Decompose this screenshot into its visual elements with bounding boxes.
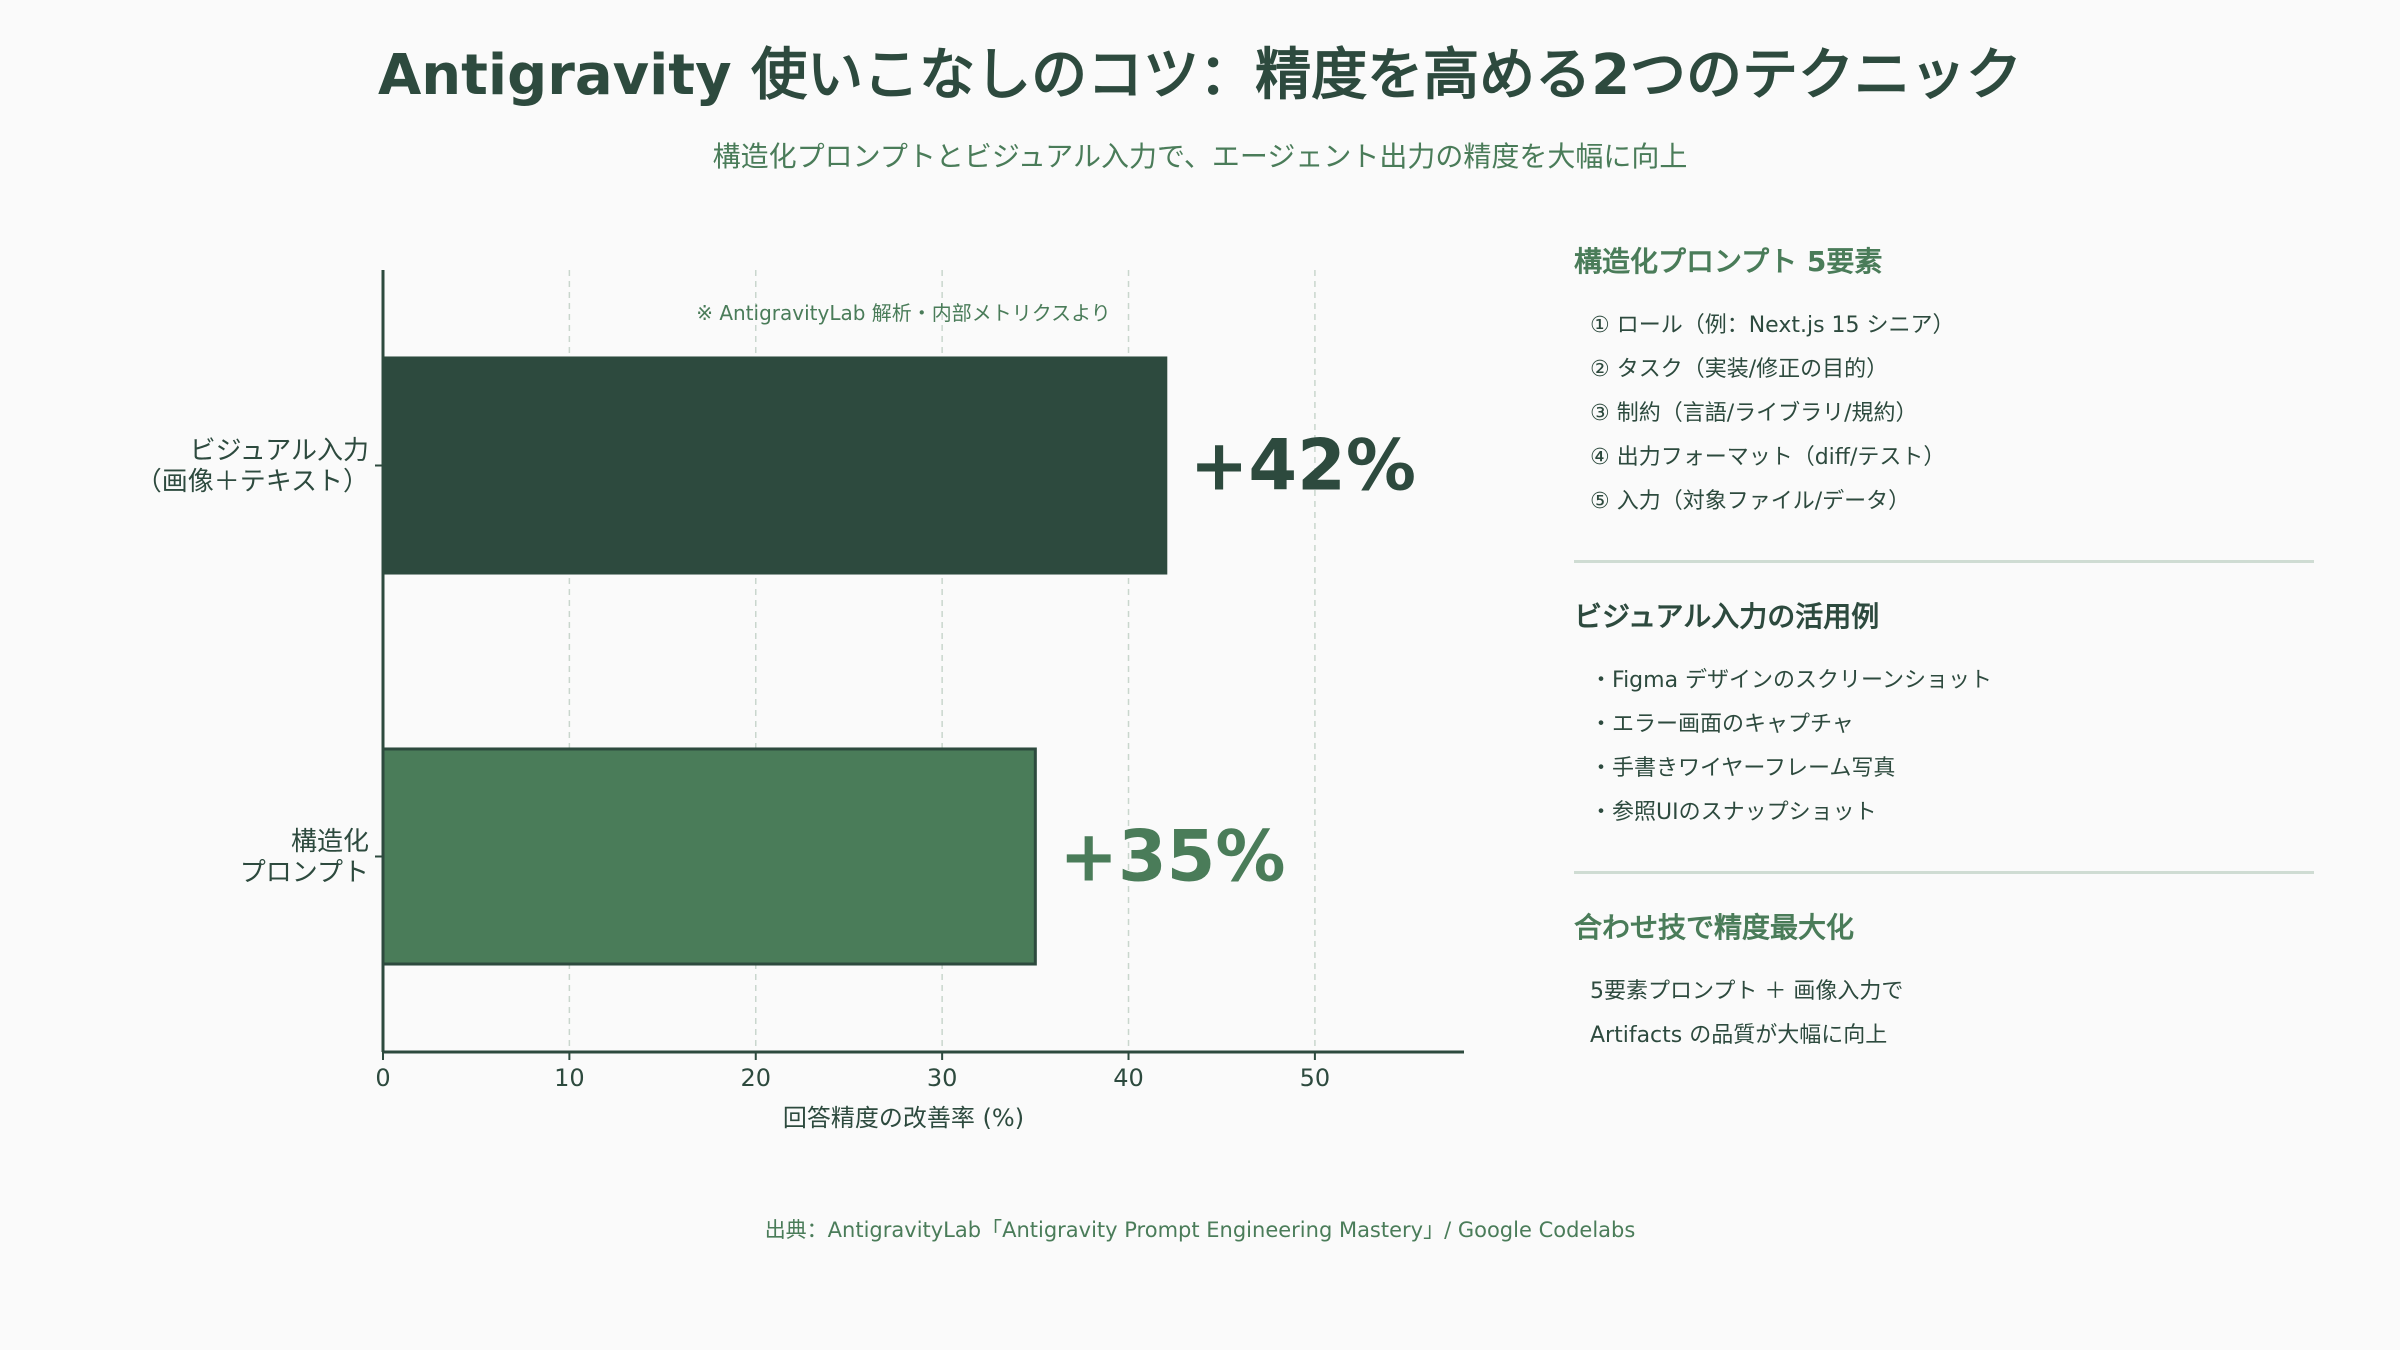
example-list: Figma デザインのスクリーンショット エラー画面のキャプチャ 手書きワイヤー…: [1574, 659, 2314, 835]
bar-chart: ※ AntigravityLab 解析・内部メトリクスより +42% ビジュアル入力…: [136, 270, 1464, 1132]
info-panel: 構造化プロンプト 5要素 ① ロール（例：Next.js 15 シニア） ② タ…: [1574, 230, 2314, 1058]
list-item: ② タスク（実装/修正の目的）: [1590, 357, 1889, 382]
chart-annotation: ※ AntigravityLab 解析・内部メトリクスより: [696, 301, 1111, 325]
list-item: エラー画面のキャプチャ: [1590, 703, 2314, 747]
list-item: 5要素プロンプト ＋ 画像入力で: [1590, 979, 1904, 1004]
bar-value-label: +35%: [1059, 816, 1285, 898]
x-tick-label: 0: [375, 1064, 390, 1092]
bar: [381, 356, 1168, 575]
x-tick-label: 50: [1300, 1064, 1331, 1092]
source-footer: 出典：AntigravityLab「Antigravity Prompt Eng…: [764, 1218, 1636, 1242]
category-label: プロンプト: [240, 858, 369, 888]
category-label: 構造化: [291, 827, 369, 857]
divider: [1574, 871, 2314, 874]
x-tick-label: 10: [554, 1064, 585, 1092]
list-item: Figma デザインのスクリーンショット: [1590, 659, 2314, 703]
x-axis-label: 回答精度の改善率 (%): [783, 1104, 1024, 1132]
list-item: Artifacts の品質が大幅に向上: [1590, 1023, 1888, 1048]
list-item: ③ 制約（言語/ライブラリ/規約）: [1590, 401, 1918, 426]
page-title: Antigravity 使いこなしのコツ：精度を高める2つのテクニック: [377, 43, 2023, 108]
section-title: 構造化プロンプト 5要素: [1574, 245, 1883, 278]
section-visual-input: ビジュアル入力の活用例 Figma デザインのスクリーンショット エラー画面のキ…: [1574, 585, 2314, 835]
list-item: 手書きワイヤーフレーム写真: [1590, 747, 2314, 791]
x-tick-label: 40: [1113, 1064, 1144, 1092]
category-label: ビジュアル入力: [190, 436, 369, 466]
list-item: 参照UIのスナップショット: [1590, 791, 2314, 835]
bar: [381, 747, 1037, 966]
page-subtitle: 構造化プロンプトとビジュアル入力で、エージェント出力の精度を大幅に向上: [712, 140, 1688, 173]
section-title: ビジュアル入力の活用例: [1574, 600, 1880, 633]
section-structured-prompt: 構造化プロンプト 5要素 ① ロール（例：Next.js 15 シニア） ② タ…: [1574, 230, 2314, 524]
element-list: ① ロール（例：Next.js 15 シニア） ② タスク（実装/修正の目的） …: [1574, 304, 2314, 524]
category-label: （画像＋テキスト）: [136, 467, 369, 497]
section-combination: 合わせ技で精度最大化 5要素プロンプト ＋ 画像入力で Artifacts の品…: [1574, 896, 2314, 1058]
summary-list: 5要素プロンプト ＋ 画像入力で Artifacts の品質が大幅に向上: [1574, 970, 2314, 1058]
list-item: ⑤ 入力（対象ファイル/データ）: [1590, 489, 1911, 514]
list-item: ① ロール（例：Next.js 15 シニア）: [1590, 313, 1955, 338]
bar-value-label: +42%: [1190, 425, 1416, 507]
list-item: ④ 出力フォーマット（diff/テスト）: [1590, 445, 1946, 470]
divider: [1574, 560, 2314, 563]
section-title: 合わせ技で精度最大化: [1574, 911, 1855, 944]
x-tick-label: 30: [927, 1064, 958, 1092]
x-tick-label: 20: [740, 1064, 771, 1092]
